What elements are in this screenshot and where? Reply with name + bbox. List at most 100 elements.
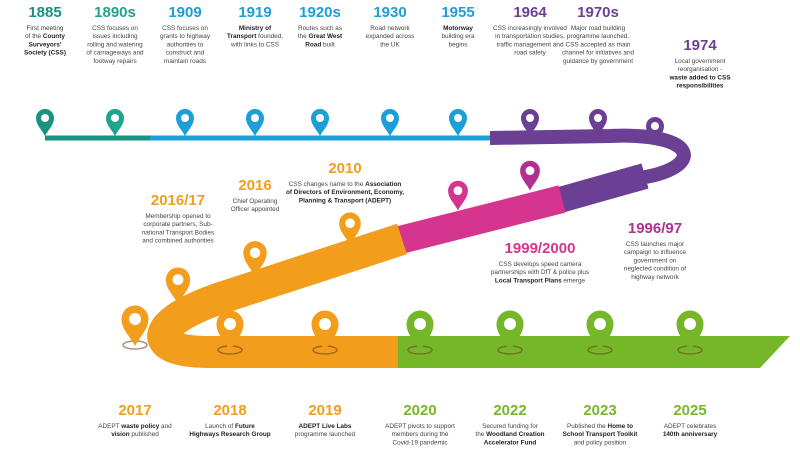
description-line: Published the Home to: [567, 423, 633, 430]
pin: [339, 212, 361, 245]
text: issues including: [92, 33, 138, 40]
text: Membership opened to: [145, 213, 211, 220]
text: road safety: [514, 50, 546, 57]
pin-dot: [181, 114, 189, 122]
text: CSS develops speed camera: [499, 261, 582, 268]
description-line: reorganisation -: [678, 66, 722, 73]
pin-dot: [684, 318, 696, 330]
year: 2022: [493, 402, 526, 419]
text: CSS accepted as main: [565, 41, 630, 48]
text: CSS increasingly involved: [493, 25, 567, 32]
text: and: [159, 423, 172, 430]
text: expanded across: [366, 33, 415, 40]
bold-text: Future: [235, 423, 255, 430]
pin: [246, 109, 264, 136]
bold-text: Motorway: [443, 25, 473, 32]
description-line: and policy position: [574, 439, 627, 446]
pin-dot: [526, 114, 534, 122]
description-line: rolling and watering: [87, 41, 143, 48]
pin-dot: [251, 114, 259, 122]
description-line: construct and: [166, 50, 205, 57]
pin-dot: [129, 313, 141, 325]
pin-dot: [504, 318, 516, 330]
description-line: First meeting: [27, 25, 64, 32]
text: Secured funding for: [482, 423, 539, 430]
year: 2020: [403, 402, 436, 419]
description-line: Covid-19 pandemic: [392, 439, 448, 446]
bold-text: ADEPT Live Labs: [299, 423, 352, 430]
description-line: expanded across: [366, 33, 415, 40]
text: members during the: [392, 431, 449, 438]
description-line: footway repairs: [93, 58, 136, 65]
year: 1930: [373, 4, 406, 21]
description-line: Society (CSS): [24, 50, 66, 57]
description-line: members during the: [392, 431, 449, 438]
description-line: begins: [449, 41, 468, 48]
text: Chief Operating: [233, 198, 278, 205]
description-line: vision published: [111, 431, 159, 438]
text: begins: [449, 41, 468, 48]
text: reorganisation -: [678, 66, 722, 73]
pin-dot: [454, 114, 462, 122]
bold-text: Society (CSS): [24, 50, 66, 57]
description-line: responsibilities: [677, 83, 724, 90]
pin-dot: [249, 247, 261, 258]
description-line: Accelerator Fund: [484, 439, 537, 446]
bold-text: Planning & Transport (ADEPT): [299, 197, 391, 204]
description-line: traffic management and: [496, 41, 563, 48]
text: Published the: [567, 423, 608, 430]
description-line: grants to highway: [160, 33, 211, 40]
description-line: Membership opened to: [145, 213, 211, 220]
description-line: Major road building: [571, 25, 626, 32]
text: Road network: [370, 25, 410, 32]
year: 1996/97: [628, 220, 682, 237]
pin-dot: [651, 122, 659, 130]
text: and policy position: [574, 439, 627, 446]
text: Local government: [675, 58, 726, 65]
year: 1920s: [299, 4, 341, 21]
text: Major road building: [571, 25, 626, 32]
pin-dot: [172, 274, 184, 285]
description-line: Secured funding for: [482, 423, 539, 430]
year: 1970s: [577, 4, 619, 21]
text: footway repairs: [93, 58, 136, 65]
description-line: with links to CSS: [230, 41, 279, 48]
description-line: CSS focuses on: [92, 25, 138, 32]
bold-text: Ministry of: [239, 25, 272, 32]
pin-dot: [414, 318, 426, 330]
text: the: [475, 431, 486, 438]
text: government on: [634, 257, 677, 264]
pin: [216, 310, 244, 351]
description-line: programme launched: [295, 431, 356, 438]
description-line: ADEPT Live Labs: [299, 423, 352, 430]
description-line: channel for initiatives and: [562, 50, 635, 57]
pin-dot: [111, 114, 119, 122]
description-line: CSS changes name to the Association: [289, 181, 402, 188]
year: 2016/17: [151, 192, 205, 209]
description-line: Road network: [370, 25, 410, 32]
year: 1909: [168, 4, 201, 21]
description-line: of the County: [25, 33, 65, 40]
description-line: Road built: [305, 41, 335, 48]
text: partnerships with DfT & police plus: [491, 269, 589, 276]
text: building era: [441, 33, 474, 40]
bold-text: Local Transport Plans: [495, 277, 562, 284]
bold-text: waste policy: [120, 423, 159, 430]
description-line: programme launched.: [567, 33, 629, 40]
year: 1955: [441, 4, 474, 21]
text: guidance by government: [563, 58, 633, 65]
text: maintain roads: [164, 58, 206, 65]
description-line: the UK: [380, 41, 400, 48]
bold-text: Association: [365, 181, 401, 188]
